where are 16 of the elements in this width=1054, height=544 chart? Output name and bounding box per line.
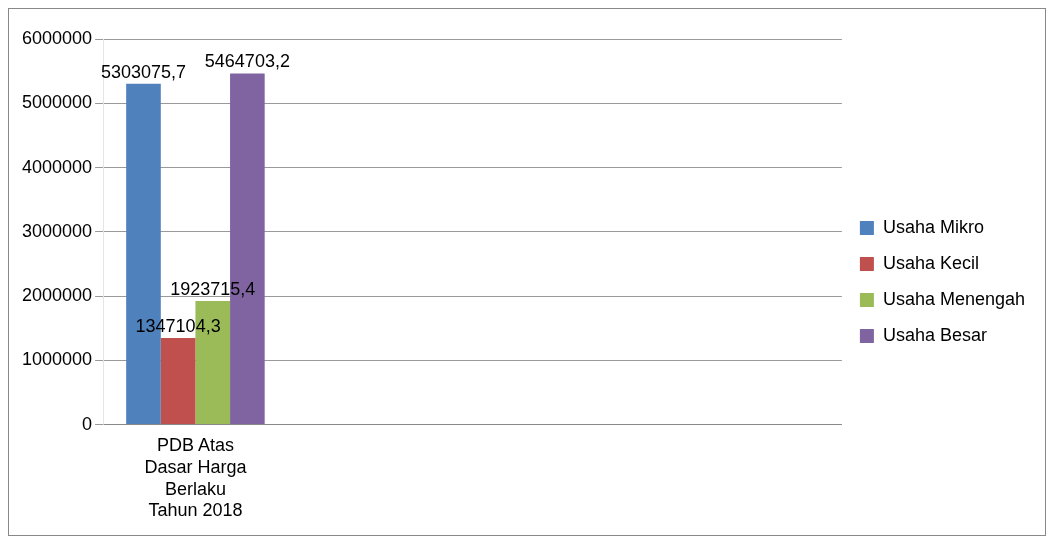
bar [160, 338, 196, 425]
x-tick-label: PDB Atas Dasar Harga Berlaku Tahun 2018 [144, 435, 248, 521]
y-tick-label: 5000000 [22, 92, 93, 113]
y-tick-label: 4000000 [22, 156, 93, 177]
y-tick-label: 3000000 [22, 220, 93, 241]
legend-label: Usaha Besar [882, 324, 987, 345]
y-tick-label: 2000000 [22, 285, 93, 306]
legend-label: Usaha Mikro [882, 216, 984, 237]
y-tick-label: 1000000 [22, 349, 93, 370]
legend-label: Usaha Kecil [882, 252, 979, 273]
legend-label: Usaha Menengah [882, 288, 1026, 309]
data-label: 5464703,2 [204, 51, 290, 72]
data-label: 5303075,7 [100, 61, 187, 82]
y-tick-label: 0 [82, 413, 93, 434]
data-label: 1347104,3 [135, 315, 221, 336]
y-tick-label: 6000000 [22, 27, 93, 48]
